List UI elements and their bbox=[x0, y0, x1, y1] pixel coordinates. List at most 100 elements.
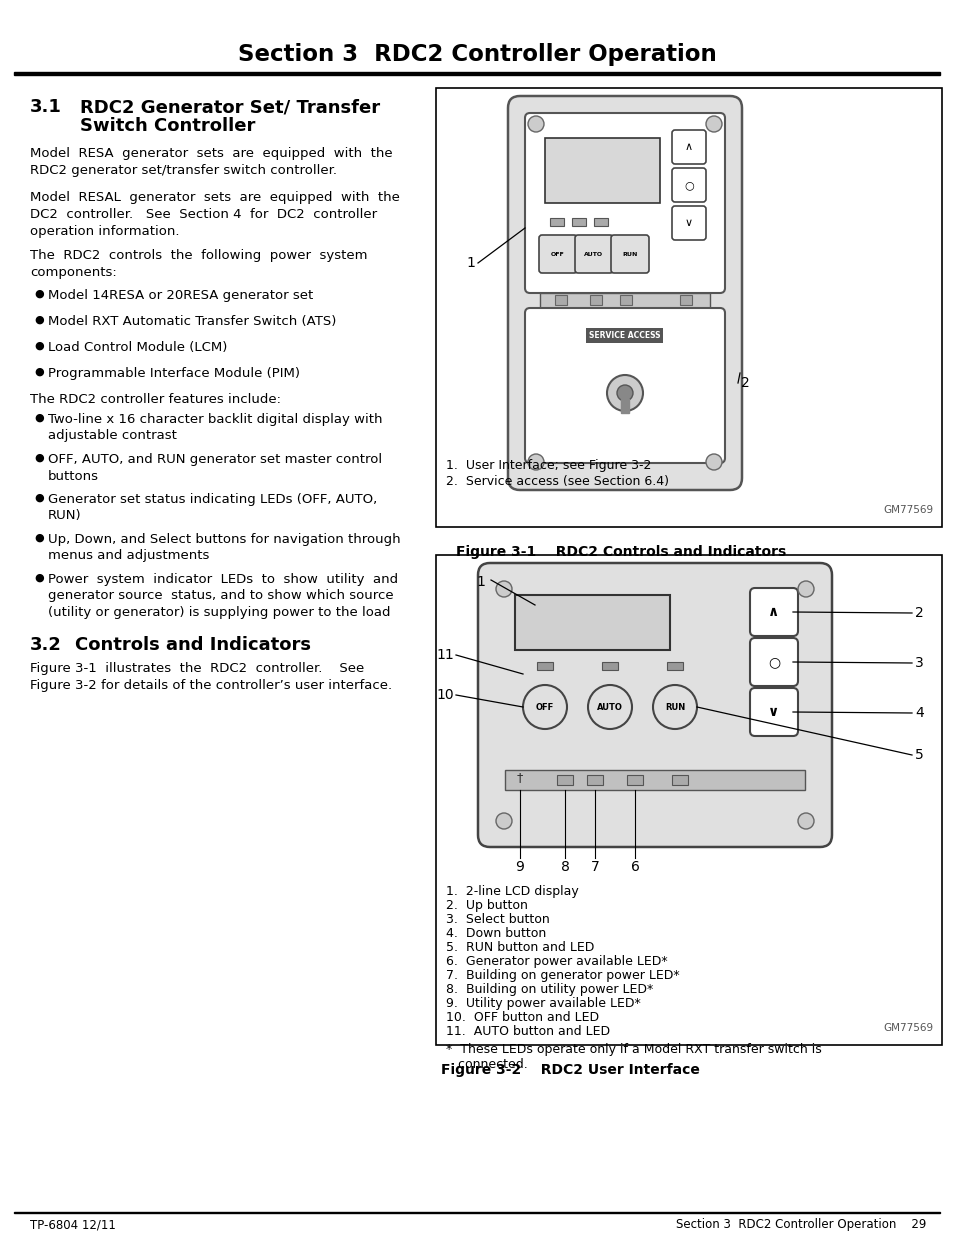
Bar bbox=[550, 219, 563, 226]
Text: The  RDC2  controls  the  following  power  system
components:: The RDC2 controls the following power sy… bbox=[30, 249, 367, 279]
Text: 4: 4 bbox=[914, 706, 923, 720]
Text: Controls and Indicators: Controls and Indicators bbox=[75, 636, 311, 655]
Bar bbox=[436, 555, 941, 1045]
Text: Model 14RESA or 20RESA generator set: Model 14RESA or 20RESA generator set bbox=[48, 289, 313, 303]
Text: Section 3  RDC2 Controller Operation: Section 3 RDC2 Controller Operation bbox=[237, 43, 716, 67]
Text: SERVICE ACCESS: SERVICE ACCESS bbox=[589, 331, 660, 340]
Text: 1.  User Interface; see Figure 3-2: 1. User Interface; see Figure 3-2 bbox=[446, 459, 651, 472]
Text: ∨: ∨ bbox=[767, 705, 779, 719]
Circle shape bbox=[496, 580, 512, 597]
Text: Figure 3-1    RDC2 Controls and Indicators: Figure 3-1 RDC2 Controls and Indicators bbox=[456, 545, 785, 559]
Circle shape bbox=[652, 685, 697, 729]
Text: ●: ● bbox=[34, 534, 44, 543]
Text: 7.  Building on generator power LED*: 7. Building on generator power LED* bbox=[446, 969, 679, 982]
Text: Load Control Module (LCM): Load Control Module (LCM) bbox=[48, 341, 227, 354]
FancyBboxPatch shape bbox=[524, 308, 724, 463]
Text: *  These LEDs operate only if a Model RXT transfer switch is
   connected.: * These LEDs operate only if a Model RXT… bbox=[446, 1044, 821, 1071]
Text: OFF, AUTO, and RUN generator set master control
buttons: OFF, AUTO, and RUN generator set master … bbox=[48, 453, 382, 483]
Text: ∨: ∨ bbox=[684, 219, 692, 228]
Text: TP-6804 12/11: TP-6804 12/11 bbox=[30, 1218, 115, 1231]
Text: 8: 8 bbox=[560, 860, 569, 874]
Circle shape bbox=[496, 813, 512, 829]
Text: Model RXT Automatic Transfer Switch (ATS): Model RXT Automatic Transfer Switch (ATS… bbox=[48, 315, 336, 329]
Text: Section 3  RDC2 Controller Operation    29: Section 3 RDC2 Controller Operation 29 bbox=[675, 1218, 925, 1231]
Bar bbox=[14, 72, 939, 75]
Circle shape bbox=[522, 685, 566, 729]
Bar bbox=[555, 295, 566, 305]
FancyBboxPatch shape bbox=[477, 563, 831, 847]
Text: 1: 1 bbox=[476, 576, 484, 589]
Bar bbox=[601, 662, 618, 671]
Text: RDC2 Generator Set/ Transfer: RDC2 Generator Set/ Transfer bbox=[80, 98, 379, 116]
Text: Figure 3-2    RDC2 User Interface: Figure 3-2 RDC2 User Interface bbox=[440, 1063, 700, 1077]
Circle shape bbox=[527, 116, 543, 132]
Text: 10: 10 bbox=[436, 688, 454, 701]
Text: 2: 2 bbox=[740, 375, 749, 390]
Text: Up, Down, and Select buttons for navigation through
menus and adjustments: Up, Down, and Select buttons for navigat… bbox=[48, 534, 400, 562]
Circle shape bbox=[606, 375, 642, 411]
Bar bbox=[619, 295, 631, 305]
Circle shape bbox=[587, 685, 631, 729]
Text: ●: ● bbox=[34, 453, 44, 463]
Text: 2.  Up button: 2. Up button bbox=[446, 899, 527, 911]
Text: 11.  AUTO button and LED: 11. AUTO button and LED bbox=[446, 1025, 610, 1037]
Text: ●: ● bbox=[34, 412, 44, 424]
Bar bbox=[572, 219, 585, 226]
Text: ●: ● bbox=[34, 315, 44, 325]
Bar bbox=[14, 1212, 939, 1213]
Bar bbox=[544, 138, 659, 203]
Text: ●: ● bbox=[34, 573, 44, 583]
FancyBboxPatch shape bbox=[749, 638, 797, 685]
Text: ○: ○ bbox=[767, 655, 780, 669]
Bar bbox=[589, 295, 601, 305]
FancyBboxPatch shape bbox=[524, 112, 724, 293]
Bar bbox=[539, 293, 709, 308]
Text: Switch Controller: Switch Controller bbox=[80, 117, 255, 135]
Text: 7: 7 bbox=[590, 860, 598, 874]
Bar bbox=[557, 776, 573, 785]
FancyBboxPatch shape bbox=[538, 235, 577, 273]
Text: Two-line x 16 character backlit digital display with
adjustable contrast: Two-line x 16 character backlit digital … bbox=[48, 412, 382, 442]
Bar bbox=[504, 769, 804, 790]
Text: ●: ● bbox=[34, 289, 44, 299]
Bar bbox=[594, 219, 607, 226]
Bar bbox=[620, 399, 628, 412]
Text: 2: 2 bbox=[914, 606, 923, 620]
Text: GM77569: GM77569 bbox=[882, 1023, 933, 1032]
Text: 1.  2-line LCD display: 1. 2-line LCD display bbox=[446, 885, 578, 898]
Text: †: † bbox=[517, 772, 522, 784]
Text: 4.  Down button: 4. Down button bbox=[446, 927, 546, 940]
Text: The RDC2 controller features include:: The RDC2 controller features include: bbox=[30, 393, 281, 406]
Text: GM77569: GM77569 bbox=[882, 505, 933, 515]
FancyBboxPatch shape bbox=[671, 168, 705, 203]
FancyBboxPatch shape bbox=[671, 130, 705, 164]
Text: 3.  Select button: 3. Select button bbox=[446, 913, 549, 926]
Text: Generator set status indicating LEDs (OFF, AUTO,
RUN): Generator set status indicating LEDs (OF… bbox=[48, 493, 376, 522]
Text: 1: 1 bbox=[465, 256, 475, 270]
Text: 9.  Utility power available LED*: 9. Utility power available LED* bbox=[446, 997, 640, 1010]
Text: RUN: RUN bbox=[664, 703, 684, 711]
Text: 5.  RUN button and LED: 5. RUN button and LED bbox=[446, 941, 594, 953]
Bar bbox=[666, 662, 682, 671]
FancyBboxPatch shape bbox=[749, 688, 797, 736]
Text: 9: 9 bbox=[515, 860, 524, 874]
Text: 3.1: 3.1 bbox=[30, 98, 62, 116]
Text: ∧: ∧ bbox=[684, 142, 692, 152]
Text: 8.  Building on utility power LED*: 8. Building on utility power LED* bbox=[446, 983, 653, 995]
Text: AUTO: AUTO bbox=[584, 252, 603, 257]
Text: RUN: RUN bbox=[621, 252, 637, 257]
Text: 2.  Service access (see Section 6.4): 2. Service access (see Section 6.4) bbox=[446, 475, 668, 488]
Text: ●: ● bbox=[34, 367, 44, 377]
Text: OFF: OFF bbox=[551, 252, 564, 257]
Circle shape bbox=[797, 813, 813, 829]
Text: Model  RESA  generator  sets  are  equipped  with  the
RDC2 generator set/transf: Model RESA generator sets are equipped w… bbox=[30, 147, 393, 177]
FancyBboxPatch shape bbox=[575, 235, 613, 273]
Text: 10.  OFF button and LED: 10. OFF button and LED bbox=[446, 1011, 598, 1024]
Text: 3: 3 bbox=[914, 656, 923, 671]
Text: Power  system  indicator  LEDs  to  show  utility  and
generator source  status,: Power system indicator LEDs to show util… bbox=[48, 573, 397, 619]
Text: 3.2: 3.2 bbox=[30, 636, 62, 655]
Text: 5: 5 bbox=[914, 748, 923, 762]
Bar bbox=[586, 776, 602, 785]
Bar bbox=[537, 662, 553, 671]
Circle shape bbox=[617, 385, 633, 401]
